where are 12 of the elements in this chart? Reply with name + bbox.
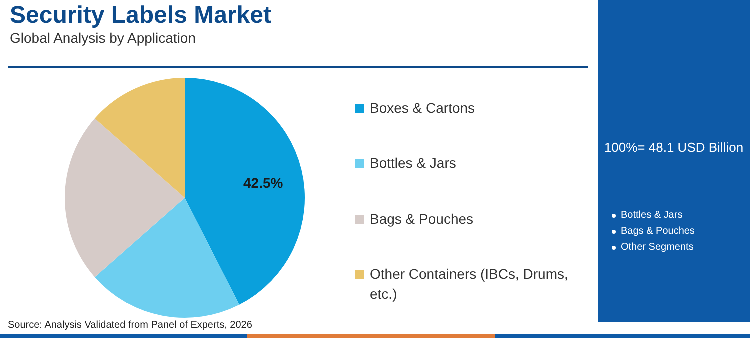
text: Bags & Pouches — [621, 225, 695, 239]
legend-label: Other Containers (IBCs, Drums, etc.) — [370, 265, 570, 304]
source-note: Source: Analysis Validated from Panel of Experts, 2026 — [8, 320, 252, 331]
text: Other Segments — [621, 241, 694, 255]
data-label: 42.5% — [243, 174, 284, 191]
legend-label: Boxes & Cartons — [370, 98, 476, 118]
chart-title: Security Labels Market — [10, 2, 272, 30]
chart-subtitle: Global Analysis by Application — [10, 30, 196, 46]
text: 100%= 48.1 USD Billion — [603, 140, 745, 155]
text: Bottles & Jars — [621, 209, 683, 223]
legend-label: Bags & Pouches — [370, 210, 474, 229]
legend-label: Bottles & Jars — [370, 154, 456, 174]
